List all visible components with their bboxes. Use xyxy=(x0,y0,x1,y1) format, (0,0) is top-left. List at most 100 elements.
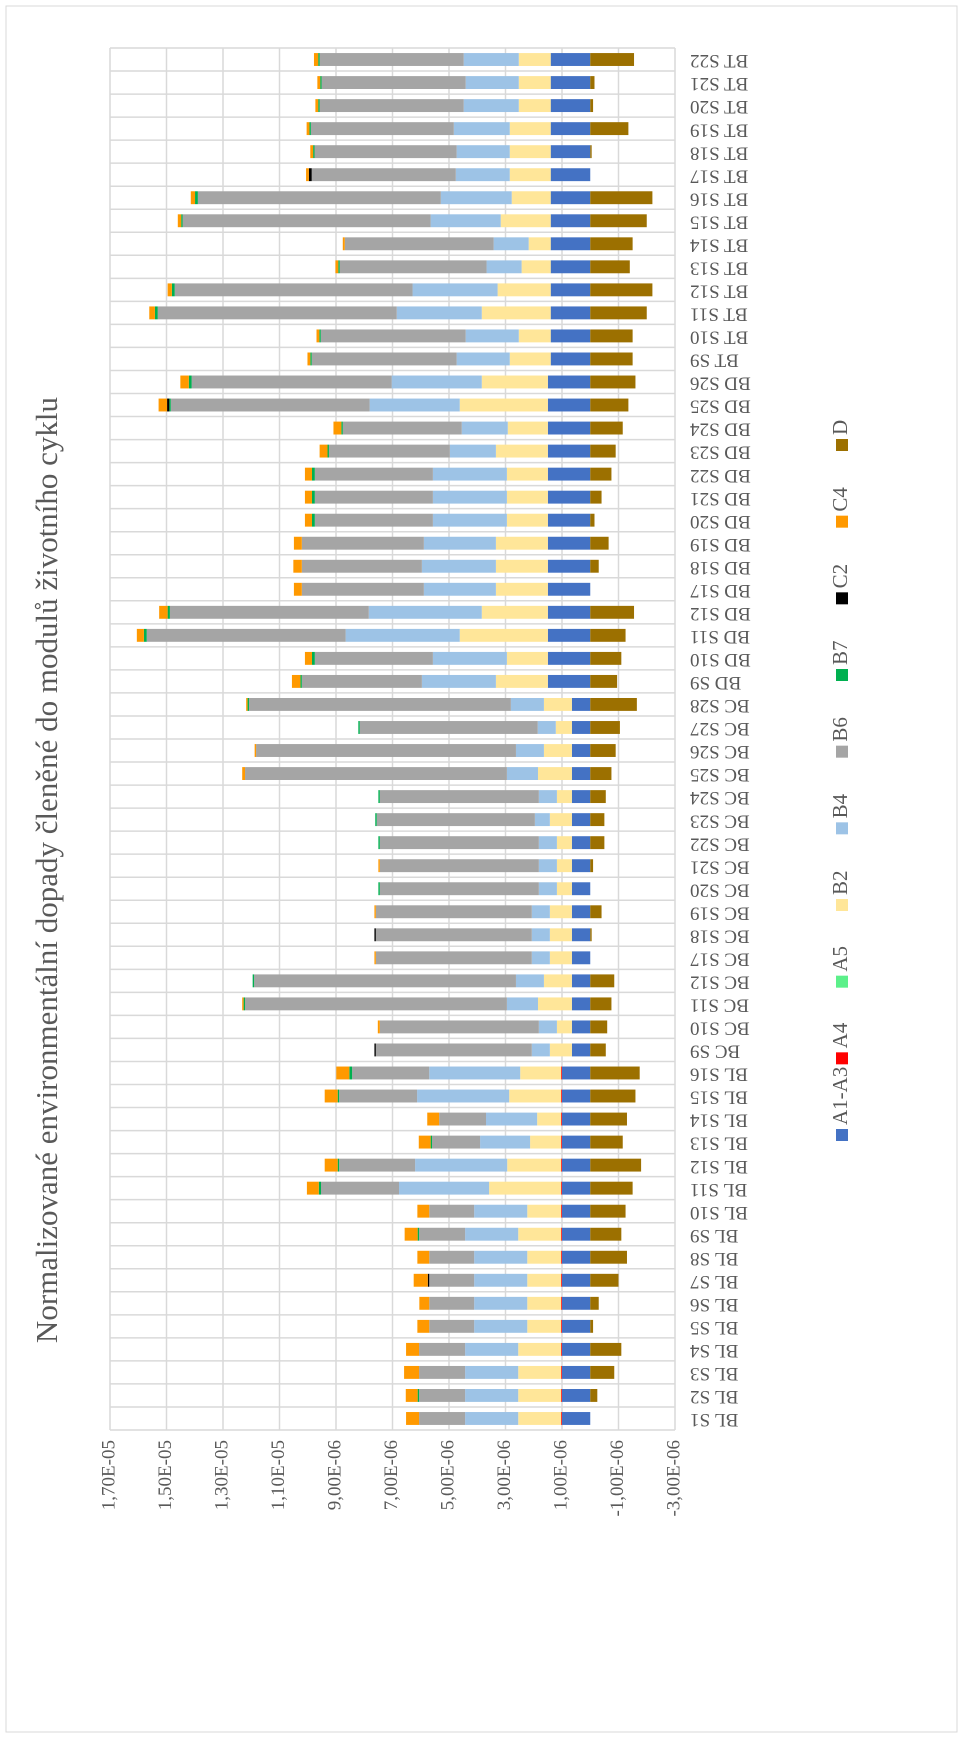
bar-segment xyxy=(310,145,314,159)
bar-segment xyxy=(379,790,539,804)
bar-segment xyxy=(174,283,413,297)
x-tick-label: BT S16 xyxy=(690,188,748,209)
bar-segment xyxy=(510,698,544,711)
bar-segment xyxy=(375,928,532,942)
bar-segment xyxy=(311,168,456,182)
legend-label: D xyxy=(828,420,852,435)
bar-segment xyxy=(590,1158,642,1172)
x-tick-label: BL S9 xyxy=(690,1225,738,1246)
bar-segment xyxy=(571,744,591,757)
bar-segment xyxy=(515,744,544,757)
bar-segment xyxy=(170,398,370,412)
bar-segment xyxy=(182,214,431,228)
bar-segment xyxy=(456,352,510,366)
bar-segment xyxy=(547,536,591,550)
bar-segment xyxy=(465,76,519,89)
bar-segment xyxy=(336,1066,350,1080)
bar-segment xyxy=(154,306,158,320)
bar-segment xyxy=(352,1066,430,1080)
x-tick-label: BL S8 xyxy=(690,1248,738,1269)
bar-segment xyxy=(518,1389,562,1402)
bar-segment xyxy=(550,352,591,366)
bar-segment xyxy=(311,651,315,665)
bar-segment xyxy=(319,444,328,458)
bar-segment xyxy=(511,191,551,205)
bar-segment xyxy=(538,1020,557,1034)
bar-segment xyxy=(506,997,538,1011)
x-tick-label: BL S4 xyxy=(690,1340,739,1361)
bar-segment xyxy=(328,444,450,458)
x-tick-label: BD S25 xyxy=(690,396,751,417)
bar-segment xyxy=(405,1389,418,1402)
x-tick-label: BC S18 xyxy=(690,925,750,946)
bar-segment xyxy=(474,1250,528,1264)
bar-segment xyxy=(571,767,591,780)
bar-segment xyxy=(590,444,616,458)
bar-segment xyxy=(349,1066,353,1080)
bar-segment xyxy=(547,628,591,642)
bar-segment xyxy=(157,306,397,320)
bar-segment xyxy=(562,1273,591,1287)
bar-segment xyxy=(550,283,591,297)
bar-segment xyxy=(423,582,496,596)
x-tick-label: BT S13 xyxy=(690,257,748,278)
bar-segment xyxy=(561,1389,563,1402)
x-tick-label: BL S3 xyxy=(690,1363,738,1384)
x-tick-label: BL S15 xyxy=(690,1087,748,1108)
bar-segment xyxy=(379,836,539,850)
bar-segment xyxy=(359,721,538,734)
x-tick-label: BD S24 xyxy=(690,419,751,440)
bar-segment xyxy=(543,974,572,988)
bar-segment xyxy=(590,997,612,1011)
bar-segment xyxy=(590,1181,633,1195)
bar-segment xyxy=(556,859,572,873)
bar-segment xyxy=(590,605,635,619)
bar-segment xyxy=(562,1158,591,1172)
bar-segment xyxy=(449,444,496,458)
bar-segment xyxy=(561,1135,563,1149)
bar-segment xyxy=(309,122,311,136)
bar-segment xyxy=(571,1043,591,1057)
x-tick-label: BC S21 xyxy=(690,856,750,877)
bar-segment xyxy=(531,1043,550,1057)
bar-segment xyxy=(243,997,246,1011)
bar-segment xyxy=(549,928,572,942)
bar-segment xyxy=(474,1319,528,1333)
bar-segment xyxy=(301,536,424,550)
bar-segment xyxy=(509,168,551,182)
bar-segment xyxy=(518,1342,562,1356)
bar-segment xyxy=(531,905,550,919)
y-tick-label: -3,00E-06 xyxy=(663,1440,684,1517)
bar-segment xyxy=(547,513,591,527)
x-tick-label: BT S17 xyxy=(690,165,748,186)
bar-segment xyxy=(518,1227,562,1241)
bar-segment xyxy=(481,375,548,389)
bar-segment xyxy=(430,214,501,228)
bar-segment xyxy=(307,352,311,366)
bar-segment xyxy=(562,1112,591,1126)
bar-segment xyxy=(245,767,507,780)
x-tick-label: BL S16 xyxy=(690,1064,748,1085)
bar-segment xyxy=(531,928,550,942)
y-tick-label: 1,00E-06 xyxy=(550,1440,571,1510)
bar-segment xyxy=(547,559,591,573)
bar-segment xyxy=(311,467,315,481)
bar-segment xyxy=(338,260,340,274)
bar-segment xyxy=(562,1412,591,1425)
bar-segment xyxy=(459,628,548,642)
x-tick-label: BT S20 xyxy=(690,96,748,117)
bar-segment xyxy=(590,1089,636,1103)
bar-segment xyxy=(507,1158,562,1172)
bar-segment xyxy=(590,398,629,412)
legend-label: A4 xyxy=(828,1022,852,1048)
bar-segment xyxy=(590,1365,615,1379)
bar-segment xyxy=(571,951,591,965)
bar-segment xyxy=(590,1273,619,1287)
bar-segment xyxy=(562,1227,591,1241)
bar-segment xyxy=(509,1089,562,1103)
bar-segment xyxy=(167,605,170,619)
bar-segment xyxy=(561,1204,563,1218)
x-tick-label: BL S13 xyxy=(690,1133,748,1154)
bar-segment xyxy=(375,905,532,919)
